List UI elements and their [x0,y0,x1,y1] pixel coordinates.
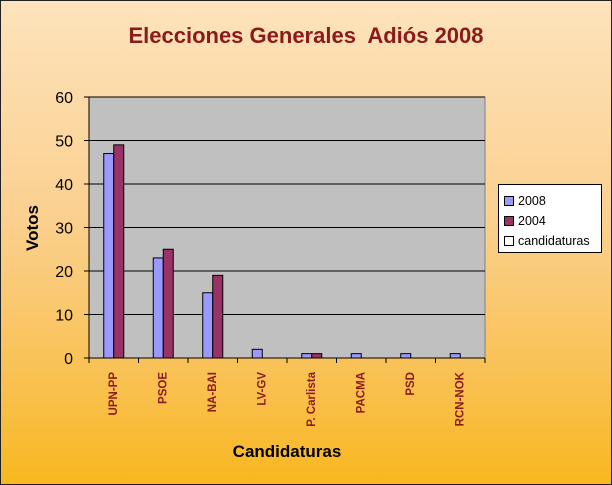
x-tick-label: PACMA [355,372,367,413]
bar [251,348,263,359]
legend-label: 2008 [518,194,546,208]
x-axis-label: Candidaturas [232,442,342,461]
bar [301,353,313,359]
x-tick-label: LV-GV [256,372,268,406]
y-tick-label: 30 [55,221,73,238]
bar [113,144,125,359]
x-tick-label: RCN-NOK [454,371,466,426]
bar [152,257,164,359]
chart-title: Elecciones Generales Adiós 2008 [128,23,484,48]
bar [103,153,115,359]
y-axis-label: Votos [23,205,42,251]
x-tick-label: PSOE [157,372,169,404]
bar [311,353,323,359]
legend: 2008 2004 candidaturas [498,184,602,253]
bar [202,292,214,359]
legend-swatch [504,216,514,226]
legend-label: candidaturas [518,234,590,248]
bar [212,274,224,359]
x-tick-label: NA-BAI [207,372,219,412]
x-tick-label: PSD [405,372,417,396]
x-tick-label: P. Carlista [306,371,318,426]
legend-swatch [504,236,514,246]
y-tick-label: 40 [55,177,73,194]
x-tick-label: UPN-PP [108,372,120,416]
legend-item: 2008 [504,191,601,211]
legend-swatch [504,196,514,206]
bar [350,353,362,359]
y-tick-label: 50 [55,134,73,151]
bar [400,353,412,359]
legend-item: 2004 [504,211,601,231]
y-tick-label: 0 [64,351,73,368]
legend-label: 2004 [518,214,546,228]
y-tick-label: 60 [55,90,73,107]
bar [162,248,174,359]
bar [449,353,461,359]
legend-item: candidaturas [504,231,601,251]
y-tick-label: 20 [55,264,73,281]
y-tick-label: 10 [55,308,73,325]
